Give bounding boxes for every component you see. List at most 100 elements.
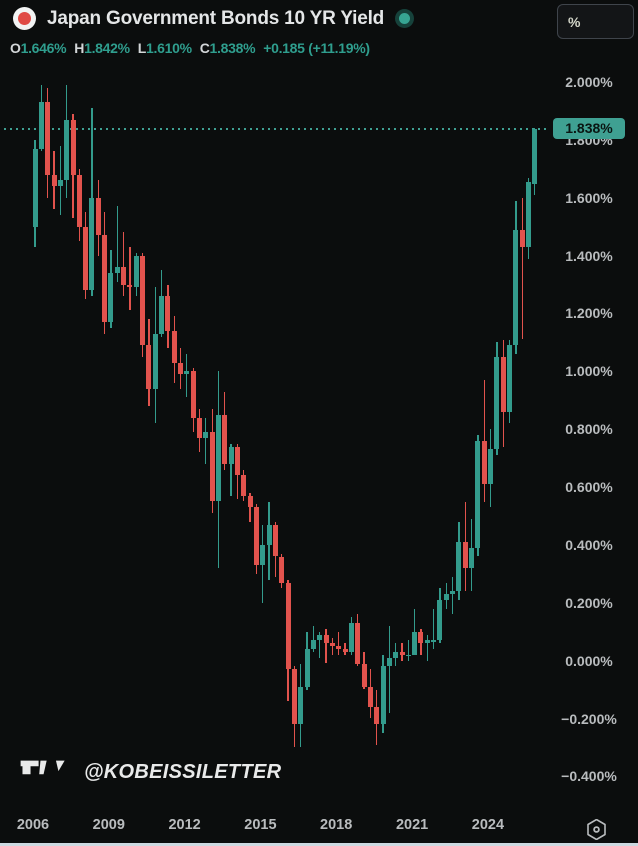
candle-up <box>304 649 310 687</box>
candle-up <box>159 296 164 334</box>
candle-down <box>247 495 253 508</box>
candle-up <box>114 267 120 273</box>
candle-wick <box>344 643 346 655</box>
candle-down <box>272 524 278 557</box>
unit-percent-label: % <box>568 13 581 30</box>
candle-up <box>228 446 234 464</box>
price-tick-label: 2.000% <box>565 74 613 90</box>
candle-up <box>456 542 462 592</box>
candle-up <box>348 623 354 652</box>
candle-down <box>95 197 101 236</box>
candle-up <box>152 333 158 389</box>
candle-up <box>526 182 531 247</box>
candle-down <box>253 507 259 566</box>
price-tick-label: 1.000% <box>565 363 613 380</box>
candle-wick <box>432 608 435 649</box>
price-tick-label: −0.200% <box>561 710 617 727</box>
close-value: 1.838% <box>209 40 256 56</box>
candle-down <box>190 371 196 418</box>
candle-down <box>146 345 152 389</box>
candle-down <box>374 706 380 725</box>
time-tick-label: 2018 <box>320 817 353 833</box>
candle-down <box>342 649 348 652</box>
watermark: @KOBEISSILETTER <box>20 760 281 784</box>
candle-wick <box>451 576 454 615</box>
candle-wick <box>230 443 232 496</box>
candle-wick <box>401 643 403 661</box>
time-tick-label: 2012 <box>168 817 201 833</box>
unit-percent-button[interactable]: % <box>557 4 634 39</box>
candle-wick <box>521 197 523 340</box>
candle-wick <box>122 232 125 296</box>
candle-down <box>241 475 247 496</box>
time-axis[interactable]: 2006 2009 2012 2015 2018 2021 2024 <box>0 810 638 843</box>
candle-down <box>127 284 133 288</box>
price-tick-label: 0.600% <box>565 479 613 495</box>
candle-down <box>76 174 82 227</box>
candle-wick <box>319 631 321 658</box>
open-value: 1.646% <box>20 40 67 56</box>
candle-wick <box>338 631 340 655</box>
candle-down <box>418 631 424 644</box>
candle-down <box>51 174 57 187</box>
tradingview-logo-icon <box>20 760 65 775</box>
time-tick-label: 2024 <box>471 817 505 833</box>
candle-up <box>494 356 500 450</box>
candle-wick <box>205 417 207 464</box>
candle-up <box>513 229 519 346</box>
candle-wick <box>331 637 334 655</box>
high-label: H <box>74 40 85 56</box>
watermark-handle: @KOBEISSILETTER <box>84 760 282 783</box>
candle-up <box>380 666 386 725</box>
price-tick-label: 0.000% <box>565 652 613 669</box>
candle-up <box>38 102 44 149</box>
candle-up <box>412 631 418 655</box>
candle-up <box>488 449 493 485</box>
candle-up <box>386 657 392 667</box>
market-status-dot-icon <box>395 9 415 28</box>
candle-up <box>310 640 316 649</box>
candle-down <box>197 417 202 438</box>
candle-up <box>32 148 38 227</box>
candle-wick <box>413 608 416 655</box>
candle-down <box>102 235 108 323</box>
scale-settings-icon[interactable] <box>584 819 609 840</box>
candle-wick <box>129 246 131 311</box>
ohlc-legend: O 1.646% H 1.842% L 1.610% C 1.838% +0.1… <box>10 40 370 56</box>
low-value: 1.610% <box>146 40 192 56</box>
candle-up <box>216 414 221 502</box>
chart-header: Japan Government Bonds 10 YR Yield <box>13 7 415 30</box>
candle-down <box>222 414 228 464</box>
price-axis[interactable]: 1.838% 2.000% 1.800% 1.600% 1.400% 1.200% 1.0… <box>549 0 638 810</box>
last-price-badge: 1.838% <box>553 118 625 140</box>
open-label: O <box>10 40 21 56</box>
price-tick-label: −0.400% <box>561 768 617 785</box>
candle-wick <box>59 145 61 215</box>
candle-down <box>209 432 215 502</box>
candle-down <box>367 686 373 707</box>
candle-up <box>532 128 538 185</box>
price-tick-label: 0.200% <box>565 594 613 611</box>
candle-down <box>83 226 89 291</box>
change-value: +0.185 (+11.19%) <box>263 40 370 56</box>
candle-down <box>481 440 487 485</box>
candle-down <box>355 623 361 664</box>
candle-up <box>260 544 266 566</box>
candle-up <box>64 119 70 181</box>
candle-up <box>298 686 304 725</box>
candle-down <box>140 255 146 346</box>
candle-up <box>405 654 411 657</box>
candle-down <box>45 102 51 175</box>
candle-up <box>507 345 512 412</box>
candle-down <box>235 446 240 476</box>
japan-flag-icon <box>13 7 36 30</box>
candle-up <box>89 197 95 291</box>
close-label: C <box>199 40 210 56</box>
candle-up <box>437 599 443 641</box>
candle-wick <box>426 634 428 661</box>
candle-down <box>519 229 525 247</box>
candle-down <box>361 663 367 687</box>
price-tick-label: 1.600% <box>565 189 613 206</box>
